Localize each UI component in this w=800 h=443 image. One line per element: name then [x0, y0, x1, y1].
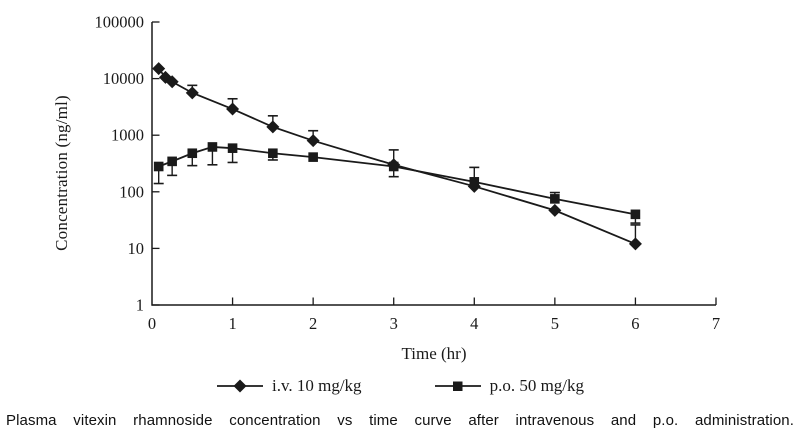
x-tick-label: 3	[390, 314, 398, 333]
legend-item-iv: i.v. 10 mg/kg	[216, 376, 362, 396]
legend-item-po: p.o. 50 mg/kg	[434, 376, 584, 396]
data-point-square	[153, 161, 164, 172]
y-tick-label: 100000	[95, 13, 145, 32]
y-tick-label: 1000	[111, 126, 144, 145]
data-point-diamond	[152, 62, 166, 76]
square-marker-icon	[434, 381, 481, 391]
x-tick-label: 0	[148, 314, 156, 333]
data-point-square	[550, 194, 560, 204]
data-point-square	[227, 143, 238, 153]
y-tick-label: 10000	[103, 69, 144, 88]
legend-label-po: p.o. 50 mg/kg	[489, 376, 585, 395]
x-axis-title: Time (hr)	[401, 344, 467, 363]
x-tick-label: 5	[551, 314, 559, 333]
data-point-diamond	[628, 237, 642, 251]
data-point-square	[308, 152, 318, 162]
data-point-square	[268, 148, 278, 159]
y-axis-ticks: 1 10 100 1000 10000 100000	[95, 13, 160, 315]
x-tick-label: 2	[309, 314, 317, 333]
series-iv	[152, 62, 642, 251]
data-point-square	[187, 148, 198, 159]
y-tick-label: 100	[119, 182, 144, 201]
data-point-square	[167, 156, 177, 167]
data-point-square	[469, 177, 480, 187]
y-tick-label: 1	[136, 296, 144, 315]
data-point-diamond	[548, 203, 562, 217]
legend: i.v. 10 mg/kg p.o. 50 mg/kg	[0, 376, 800, 396]
data-point-square	[207, 142, 218, 152]
data-point-diamond	[306, 134, 320, 148]
data-point-diamond	[266, 120, 280, 134]
data-point-diamond	[226, 102, 240, 116]
y-tick-label: 10	[128, 239, 145, 258]
x-axis-ticks: 0 1 2 3 4 5 6 7	[148, 297, 720, 333]
x-tick-label: 7	[712, 314, 720, 333]
axes	[151, 22, 716, 306]
x-tick-label: 4	[470, 314, 478, 333]
legend-label-iv: i.v. 10 mg/kg	[271, 376, 362, 395]
data-point-square	[388, 161, 399, 172]
data-point-diamond	[185, 86, 199, 100]
data-point-diamond	[165, 75, 179, 89]
x-tick-label: 1	[228, 314, 236, 333]
series-po	[153, 142, 641, 224]
data-point-square	[630, 209, 641, 220]
y-axis-title: Concentration (ng/ml)	[52, 95, 71, 251]
figure-caption: Plasma vitexin rhamnoside concentration …	[6, 412, 794, 429]
diamond-marker-icon	[216, 379, 263, 393]
x-tick-label: 6	[631, 314, 639, 333]
figure: 1 10 100 1000 10000 100000 0 1 2 3 4 5 6 7 Concentrat…	[0, 13, 800, 396]
